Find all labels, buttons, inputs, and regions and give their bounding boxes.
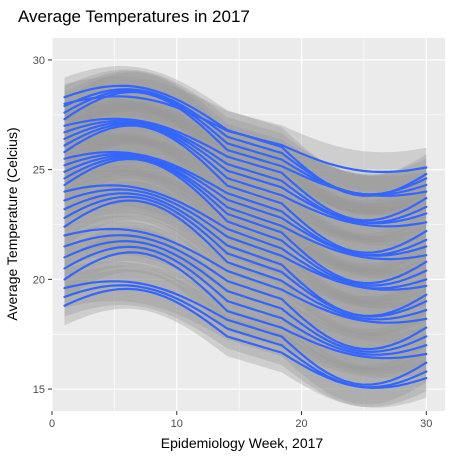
- trend-line: [63, 152, 428, 257]
- trend-line: [63, 156, 428, 285]
- trend-line: [63, 245, 428, 356]
- confidence-ribbon: [64, 269, 427, 408]
- y-axis-title: Average Temperature (Celcius): [4, 127, 20, 320]
- trend-line: [63, 195, 428, 318]
- trend-line: [63, 124, 428, 254]
- confidence-ribbon: [64, 105, 427, 273]
- trend-line: [63, 234, 428, 351]
- trend-line: [63, 251, 428, 360]
- confidence-ribbon: [64, 72, 427, 216]
- x-tick-label: 20: [295, 418, 307, 430]
- y-tick-label: 15: [33, 384, 45, 396]
- confidence-ribbon: [64, 173, 427, 336]
- x-tick-label: 10: [171, 418, 183, 430]
- y-tick-label: 25: [33, 165, 45, 177]
- confidence-ribbon: [64, 136, 427, 279]
- confidence-ribbon: [64, 261, 427, 405]
- trend-line: [63, 157, 428, 287]
- y-tick-label: 20: [33, 274, 45, 286]
- trend-line: [63, 199, 428, 321]
- confidence-ribbon: [64, 227, 427, 375]
- x-axis-title: Epidemiology Week, 2017: [161, 435, 324, 451]
- trend-line: [63, 287, 428, 390]
- confidence-ribbon: [64, 66, 427, 216]
- trend-lines: [63, 84, 428, 390]
- confidence-ribbon: [64, 265, 427, 407]
- trend-line: [63, 154, 428, 261]
- confidence-ribbon: [64, 76, 427, 192]
- trend-line: [63, 91, 428, 197]
- x-tick-label: 30: [420, 418, 432, 430]
- confidence-ribbon: [64, 102, 427, 243]
- confidence-ribbon: [64, 101, 427, 243]
- trend-line: [63, 280, 428, 386]
- trend-line: [63, 122, 428, 228]
- confidence-ribbon: [64, 139, 427, 306]
- axis-ticks: 0 10 20 30 15 20 25 30: [33, 55, 433, 430]
- trend-line: [63, 84, 428, 197]
- confidence-ribbon: [64, 132, 427, 275]
- trend-line: [63, 227, 428, 324]
- confidence-ribbon: [64, 177, 427, 337]
- chart-title: Average Temperatures in 2017: [18, 7, 250, 26]
- x-tick-label: 0: [49, 418, 55, 430]
- trend-line: [63, 121, 428, 225]
- y-tick-label: 30: [33, 55, 45, 67]
- trend-line: [63, 239, 428, 354]
- trend-line: [63, 117, 428, 222]
- trend-line: [63, 188, 428, 291]
- confidence-ribbon: [64, 215, 427, 369]
